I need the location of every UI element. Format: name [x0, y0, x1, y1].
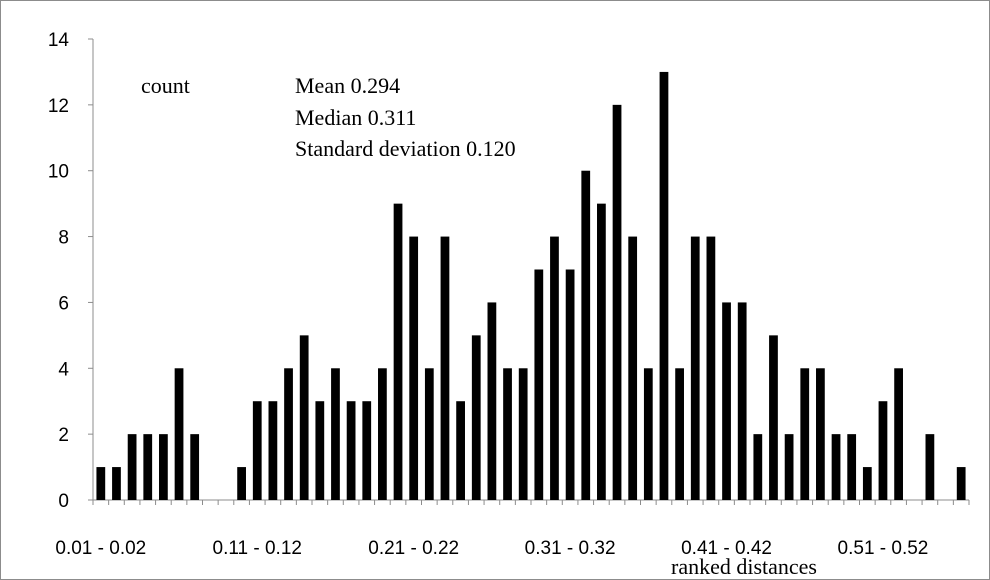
y-tick-label: 6 — [58, 293, 69, 314]
y-tick-label: 8 — [58, 228, 69, 249]
histogram-bar — [378, 368, 387, 500]
histogram-bar — [471, 335, 481, 500]
x-tick-labels: 0.01 - 0.02 0.11 - 0.12 0.21 - 0.22 0.31 - … — [55, 538, 928, 559]
y-tick-label: 14 — [48, 30, 70, 51]
histogram-bar — [534, 269, 544, 500]
histogram-bar — [112, 467, 121, 500]
histogram-bar — [346, 401, 356, 500]
x-axis-label: ranked distances — [671, 554, 817, 579]
histogram-bar — [800, 368, 810, 500]
series-label: count — [141, 73, 190, 98]
histogram-bar — [456, 401, 465, 500]
histogram-bar — [706, 236, 716, 501]
x-tick-label: 0.51 - 0.52 — [838, 538, 929, 559]
histogram-bar — [597, 203, 606, 500]
histogram-bar — [784, 434, 794, 500]
histogram-bar — [690, 236, 700, 501]
histogram-bar — [862, 467, 872, 500]
histogram-bar — [174, 368, 184, 500]
histogram-bar — [503, 368, 512, 500]
histogram-bar — [424, 368, 434, 500]
x-tick-label: 0.31 - 0.32 — [525, 538, 616, 559]
histogram-bar — [299, 335, 309, 500]
bars — [96, 71, 966, 501]
histogram-bar — [331, 368, 340, 500]
histogram-bar — [159, 434, 168, 500]
histogram-bar — [96, 467, 106, 500]
histogram-bar — [675, 368, 684, 500]
histogram-bar — [831, 434, 841, 500]
histogram-bar — [847, 434, 857, 500]
x-tick-label: 0.41 - 0.42 — [681, 538, 772, 559]
histogram-bar — [393, 203, 403, 500]
y-tick-label: 10 — [48, 162, 69, 183]
annotation-median: Median 0.311 — [295, 105, 416, 130]
y-tick-label: 4 — [58, 359, 69, 380]
annotation-stddev: Standard deviation 0.120 — [295, 136, 516, 161]
histogram-bar — [190, 434, 200, 500]
histogram-bar — [894, 368, 903, 500]
y-tick-labels: 0 2 4 6 8 10 12 14 — [48, 30, 70, 512]
histogram-bar — [722, 302, 731, 500]
histogram-bar — [143, 434, 153, 500]
histogram-bar — [769, 335, 778, 500]
histogram-bar — [925, 434, 935, 500]
histogram-bar — [878, 401, 888, 500]
histogram-bar — [612, 104, 622, 500]
histogram-bar — [518, 368, 528, 500]
histogram-bar — [565, 269, 575, 500]
histogram-bar — [315, 401, 325, 500]
x-tick-label: 0.01 - 0.02 — [55, 538, 146, 559]
histogram-bar — [581, 170, 591, 500]
histogram-bar — [643, 368, 653, 500]
histogram-bar — [362, 401, 372, 500]
x-tick-label: 0.21 - 0.22 — [368, 538, 459, 559]
histogram-bar — [628, 236, 638, 501]
histogram-bar — [268, 401, 278, 500]
histogram-bar — [409, 236, 419, 501]
histogram-bar — [550, 236, 559, 501]
annotation-mean: Mean 0.294 — [295, 73, 400, 98]
histogram-bar — [127, 434, 137, 500]
histogram-bar — [252, 401, 262, 500]
y-tick-label: 2 — [58, 425, 69, 446]
histogram-bar — [284, 368, 293, 500]
histogram-bar — [659, 71, 669, 500]
histogram-bar — [816, 368, 825, 500]
histogram-bar — [440, 236, 450, 501]
histogram-bar — [737, 302, 747, 500]
y-tick-label: 0 — [58, 491, 69, 512]
histogram-bar — [237, 467, 246, 500]
histogram-bar — [956, 467, 966, 500]
y-tick-label: 12 — [48, 96, 69, 117]
histogram-bar — [753, 434, 763, 500]
histogram-bar — [487, 302, 497, 500]
x-tick-label: 0.11 - 0.12 — [213, 538, 302, 559]
